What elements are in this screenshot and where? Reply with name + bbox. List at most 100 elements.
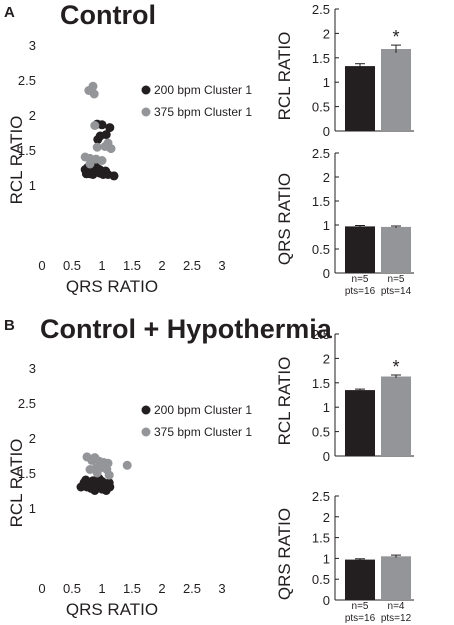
x-tick-label: 3: [218, 581, 225, 596]
scatter-point: [92, 468, 102, 478]
panel-a: A Control 0 0.5 1 1.5 2 2.5 3 1 1.5 2 2.5 3 QRS RATI…: [4, 0, 414, 297]
y-tick-label: 0.5: [312, 425, 330, 440]
points-count-label: pts=16: [345, 613, 376, 624]
y-tick-label: 1: [323, 551, 330, 566]
legend-label: 200 bpm Cluster 1: [154, 83, 252, 97]
y-tick-label: 1: [323, 218, 330, 233]
y-tick-label: 1.5: [18, 466, 36, 481]
scatter-point: [105, 123, 115, 133]
significance-marker: *: [392, 27, 399, 47]
x-tick-label: 1.5: [123, 258, 141, 273]
scatter-point: [92, 142, 102, 152]
bar-chart-qrs: 0 0.5 1 1.5 2 2.5 QRS RATIO: [275, 146, 414, 281]
bar: [345, 226, 375, 273]
scatter-point: [101, 130, 111, 140]
panel-b: B Control + Hypothermia 0 0.5 1 1.5 2 2.5 3 1 1.…: [4, 314, 414, 624]
y-tick-label: 2: [323, 351, 330, 366]
y-tick-label: 1.5: [312, 531, 330, 546]
bar: [345, 559, 375, 600]
x-tick-label: 0: [38, 581, 45, 596]
panel-letter: A: [4, 4, 15, 21]
legend-marker: [141, 107, 151, 117]
sample-size-label: n=5: [388, 274, 405, 285]
sample-size-label: n=5: [352, 601, 369, 612]
x-tick-label: 2: [158, 581, 165, 596]
y-axis-label: RCL RATIO: [275, 32, 294, 121]
legend-marker: [141, 85, 151, 95]
x-tick-label: 1: [98, 581, 105, 596]
legend-marker: [141, 405, 151, 415]
bar: [381, 376, 411, 456]
panel-title: Control: [60, 0, 156, 30]
scatter-point: [109, 171, 119, 181]
scatter-point: [104, 470, 114, 480]
x-axis-label: QRS RATIO: [66, 277, 158, 296]
legend-marker: [141, 427, 151, 437]
x-tick-label: 2: [158, 258, 165, 273]
y-axis-label: QRS RATIO: [275, 508, 294, 600]
scatter-point: [97, 156, 107, 165]
bar: [381, 49, 411, 131]
y-tick-label: 1: [323, 400, 330, 415]
scatter-point: [93, 135, 103, 144]
y-tick-label: 2: [29, 431, 36, 446]
y-tick-label: 1.5: [312, 51, 330, 66]
legend-label: 375 bpm Cluster 1: [154, 425, 252, 439]
y-tick-label: 1: [29, 501, 36, 516]
scatter-point: [100, 142, 110, 151]
y-tick-label: 3: [29, 38, 36, 53]
y-axis-label: RCL RATIO: [7, 439, 26, 528]
y-tick-label: 0.5: [312, 242, 330, 257]
y-tick-label: 2: [323, 26, 330, 41]
x-tick-label: 3: [218, 258, 225, 273]
y-tick-label: 2: [323, 170, 330, 185]
legend-label: 200 bpm Cluster 1: [154, 403, 252, 417]
scatter-plot: 0 0.5 1 1.5 2 2.5 3 1 1.5 2 2.5 3 QRS RATIO RCL RATIO…: [7, 361, 252, 619]
legend-label: 375 bpm Cluster 1: [154, 105, 252, 119]
bar-chart-rcl: 0 0.5 1 1.5 2 2.5 RCL RATIO *: [275, 327, 414, 464]
y-tick-label: 1.5: [312, 376, 330, 391]
x-tick-label: 1: [98, 258, 105, 273]
points-count-label: pts=14: [381, 286, 412, 297]
bar-chart-qrs: 0 0.5 1 1.5 2 2.5 QRS RATIO: [275, 489, 414, 608]
x-tick-label: 0: [38, 258, 45, 273]
scatter-plot: 0 0.5 1 1.5 2 2.5 3 1 1.5 2 2.5 3 QRS RATIO RCL RATIO…: [7, 38, 252, 296]
y-axis-label: RCL RATIO: [7, 116, 26, 205]
y-tick-label: 0: [323, 593, 330, 608]
y-tick-label: 2.5: [312, 327, 330, 342]
y-tick-label: 1: [323, 75, 330, 90]
scatter-point: [88, 81, 98, 91]
y-tick-label: 2.5: [312, 489, 330, 504]
scatter-point: [104, 478, 114, 488]
y-tick-label: 0: [323, 266, 330, 281]
y-tick-label: 0.5: [312, 572, 330, 587]
x-tick-label: 1.5: [123, 581, 141, 596]
y-tick-label: 2.5: [18, 73, 36, 88]
y-tick-label: 1.5: [312, 194, 330, 209]
bar: [381, 226, 411, 273]
panel-title: Control + Hypothermia: [40, 314, 333, 344]
scatter-point: [85, 159, 95, 169]
y-tick-label: 3: [29, 361, 36, 376]
bar: [345, 66, 375, 131]
sample-size-label: n=4: [388, 601, 405, 612]
x-axis-label: QRS RATIO: [66, 600, 158, 619]
y-tick-label: 2.5: [312, 2, 330, 17]
y-tick-label: 0.5: [312, 100, 330, 115]
scatter-point: [90, 121, 100, 130]
x-tick-label: 0.5: [63, 258, 81, 273]
y-tick-label: 0: [323, 449, 330, 464]
y-axis-label: QRS RATIO: [275, 173, 294, 265]
scatter-point: [122, 460, 132, 470]
y-tick-label: 2: [323, 510, 330, 525]
scatter-point: [97, 120, 107, 130]
y-tick-label: 0: [323, 124, 330, 139]
y-axis-label: RCL RATIO: [275, 357, 294, 446]
bar: [381, 556, 411, 600]
y-tick-label: 2: [29, 108, 36, 123]
significance-marker: *: [392, 357, 399, 377]
points-count-label: pts=12: [381, 613, 412, 624]
